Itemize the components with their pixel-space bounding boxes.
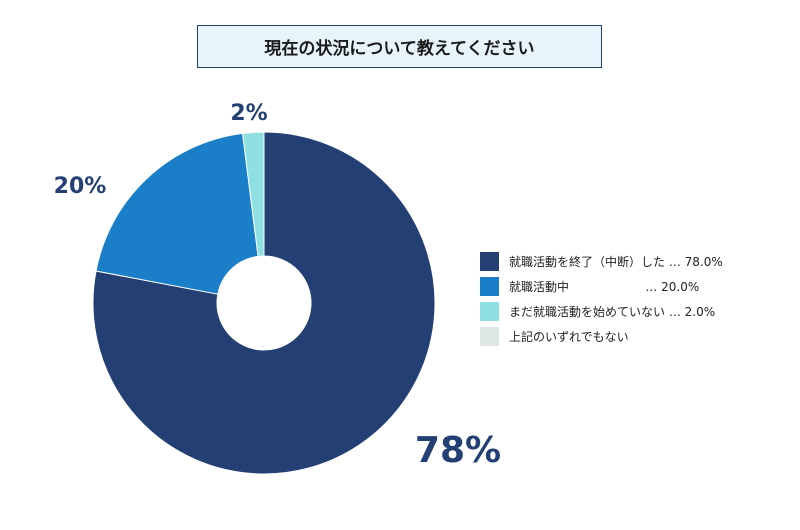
legend-value: 20.0% — [661, 279, 700, 294]
legend-value: 2.0% — [684, 304, 716, 319]
data-label: 20% — [54, 174, 107, 199]
data-label: 2% — [230, 101, 267, 126]
legend-label: 上記のいずれでもない — [509, 330, 629, 344]
legend-swatch — [480, 302, 499, 321]
legend-swatch — [480, 277, 499, 296]
legend-item: まだ就職活動を始めていない … 2.0% — [480, 302, 723, 321]
legend-item: 就職活動中 … 20.0% — [480, 277, 723, 296]
legend-leader: … — [569, 279, 662, 294]
legend-label: 就職活動中 — [509, 280, 570, 294]
legend-swatch — [480, 252, 499, 271]
data-label: 78% — [415, 430, 501, 471]
legend-item: 上記のいずれでもない — [480, 327, 723, 346]
legend: 就職活動を終了（中断）した … 78.0% 就職活動中 … 20.0% まだ就職… — [480, 252, 723, 352]
pie-slice — [95, 132, 259, 295]
legend-leader: … — [665, 304, 685, 319]
legend-value: 78.0% — [684, 254, 723, 269]
legend-label: 就職活動を終了（中断）した — [509, 255, 666, 269]
pie-slice — [92, 131, 436, 475]
chart-title: 現在の状況について教えてください — [197, 25, 602, 68]
legend-label: まだ就職活動を始めていない — [509, 305, 666, 319]
legend-swatch — [480, 327, 499, 346]
pie-slice — [242, 131, 265, 257]
legend-item: 就職活動を終了（中断）した … 78.0% — [480, 252, 723, 271]
legend-leader: … — [665, 254, 685, 269]
